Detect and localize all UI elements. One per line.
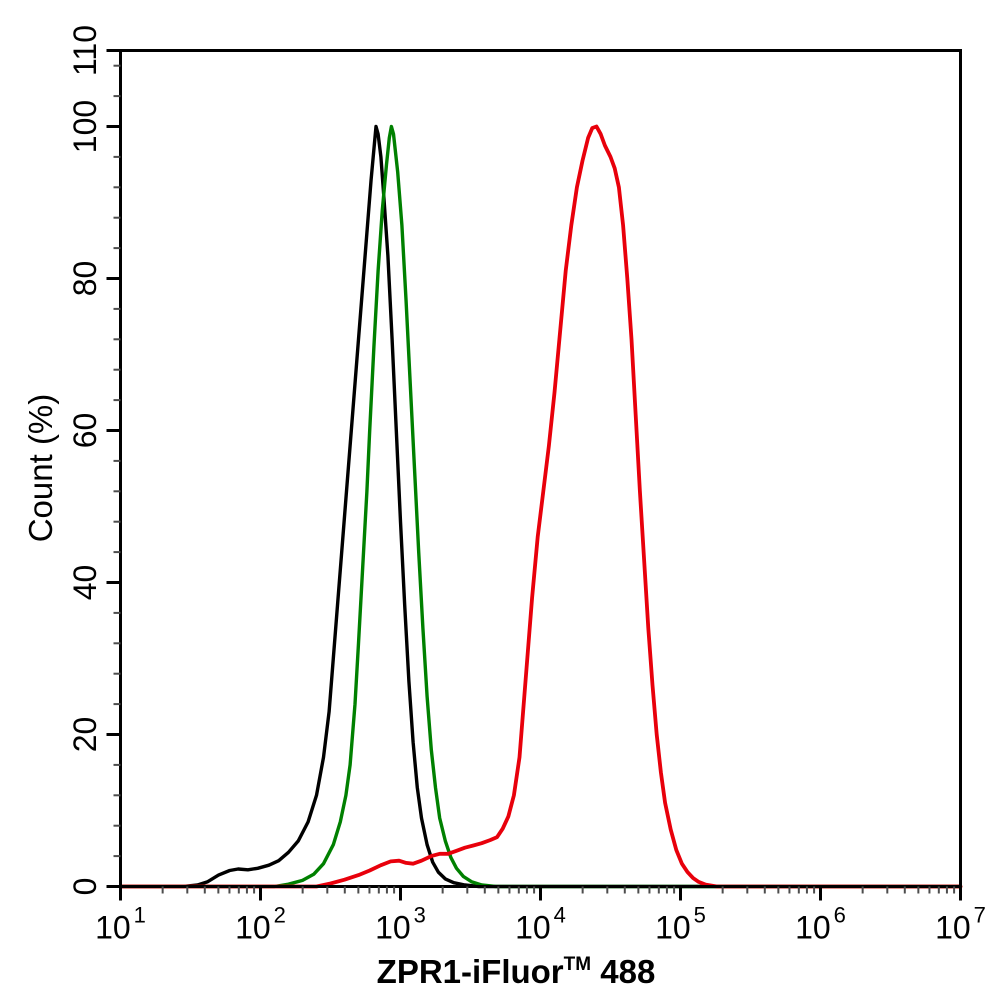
x-tick-label: 10 1 — [95, 903, 146, 946]
trademark-superscript: TM — [564, 954, 591, 975]
x-tick-label: 10 2 — [235, 903, 286, 946]
x-tick-label: 10 5 — [655, 903, 706, 946]
y-tick-label: 40 — [67, 565, 103, 601]
y-tick-label: 20 — [67, 717, 103, 753]
y-tick-label: 80 — [67, 261, 103, 297]
x-axis-title: ZPR1-iFluorTM 488 — [377, 953, 656, 990]
plot-frame — [119, 49, 962, 888]
y-axis-title: Count (%) — [22, 394, 59, 543]
x-tick-label: 10 6 — [795, 903, 846, 946]
x-tick-label: 10 3 — [375, 903, 426, 946]
y-tick-label: 60 — [67, 413, 103, 449]
x-tick-label: 10 4 — [515, 903, 566, 946]
ticks-layer — [106, 49, 962, 901]
curves-layer — [118, 124, 963, 889]
series-path-green-curve — [118, 124, 963, 889]
y-tick-label: 100 — [67, 100, 103, 153]
tick-labels-layer: 10 1 10 2 10 3 10 4 10 5 10 6 10 7 0 20 40 60 80 100 110 — [67, 25, 986, 946]
series-path-black-curve — [118, 124, 963, 889]
y-tick-label: 110 — [67, 25, 103, 76]
series-path-red-curve — [118, 124, 963, 889]
x-tick-label: 10 7 — [935, 903, 986, 946]
y-tick-label: 0 — [67, 878, 103, 896]
